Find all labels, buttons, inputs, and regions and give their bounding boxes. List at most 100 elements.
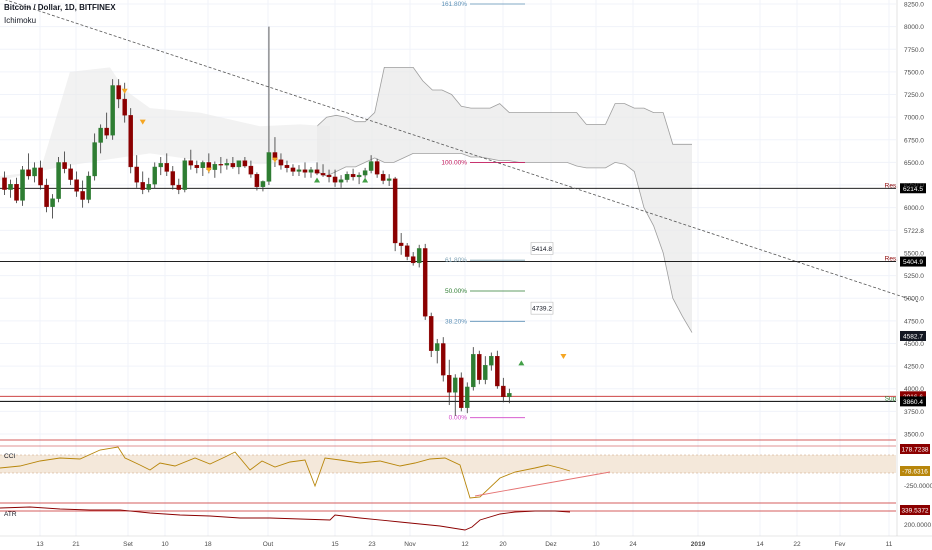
fib-label: 100.00% bbox=[441, 159, 467, 166]
candle-body bbox=[434, 343, 440, 351]
atr-last-tag bbox=[900, 505, 930, 515]
candle-body bbox=[362, 170, 368, 176]
candle-body bbox=[176, 184, 182, 190]
candle-body bbox=[284, 164, 290, 169]
candle-body bbox=[104, 127, 109, 136]
price-tick-label: 8000.0 bbox=[904, 24, 924, 31]
price-tick-label: 6250.0 bbox=[904, 183, 924, 190]
time-tick-label: Out bbox=[263, 541, 274, 548]
price-tick-label: 5500.0 bbox=[904, 250, 924, 257]
candle-body bbox=[356, 174, 362, 178]
candle-body bbox=[32, 167, 37, 177]
candle-body bbox=[8, 183, 13, 190]
candle-body bbox=[416, 248, 422, 264]
candle-body bbox=[374, 161, 380, 175]
candle-body bbox=[128, 115, 133, 168]
level-price-tag bbox=[900, 391, 926, 402]
sell-signal-marker bbox=[205, 167, 212, 173]
callout-text: 5414.8 bbox=[532, 246, 552, 253]
price-callouts: 5414.8 4739.2 bbox=[530, 242, 554, 315]
level-price-label: 5404.9 bbox=[903, 259, 923, 266]
candle-body bbox=[158, 163, 164, 168]
candle-body bbox=[14, 183, 19, 201]
buy-signal-marker bbox=[518, 360, 525, 366]
cloud-price-label: 4582.7 bbox=[903, 333, 923, 340]
cci-last-label: -78.6316 bbox=[902, 469, 928, 476]
candle-body bbox=[326, 174, 332, 178]
candle-body bbox=[188, 160, 194, 166]
price-tick-label: 4750.0 bbox=[904, 318, 924, 325]
cci-last-tag bbox=[900, 466, 930, 476]
time-tick-label: 14 bbox=[756, 541, 764, 548]
time-tick-label: 10 bbox=[592, 541, 600, 548]
candle-body bbox=[260, 181, 266, 188]
candle-body bbox=[350, 174, 356, 178]
price-tick-label: 6000.0 bbox=[904, 205, 924, 212]
time-tick-label: Nov bbox=[404, 541, 416, 548]
callout-box bbox=[530, 242, 554, 255]
candle-body bbox=[74, 179, 79, 192]
price-tick-label: 6500.0 bbox=[904, 160, 924, 167]
cci-divergence-line bbox=[474, 471, 611, 497]
indicator-label[interactable]: Ichimoku bbox=[4, 16, 37, 25]
price-tick-label: 4500.0 bbox=[904, 341, 924, 348]
candle-body bbox=[68, 168, 73, 180]
candle-body bbox=[164, 163, 170, 172]
cci-top-label: 178.7238 bbox=[901, 447, 928, 454]
candle-body bbox=[428, 316, 434, 351]
sell-signal-marker bbox=[121, 88, 128, 94]
price-tick-label: 3750.0 bbox=[904, 409, 924, 416]
sell-signal-marker bbox=[271, 157, 278, 163]
candle-body bbox=[501, 385, 506, 398]
fib-label: 61.80% bbox=[445, 257, 467, 264]
candle-body bbox=[278, 159, 284, 166]
atr-line bbox=[0, 506, 571, 531]
candle-body bbox=[80, 191, 85, 200]
candle-body bbox=[344, 174, 350, 180]
signal-markers bbox=[121, 88, 567, 366]
cloud-upper-line bbox=[316, 67, 692, 145]
cci-panel: CCI 178.7238 -78.6316 -250.0000 bbox=[0, 439, 932, 499]
cloud-lower-line bbox=[316, 153, 693, 333]
candle-body bbox=[404, 245, 410, 257]
candle-body bbox=[92, 142, 97, 177]
candle-body bbox=[471, 354, 476, 388]
buy-signal-marker bbox=[314, 177, 321, 183]
candle-body bbox=[314, 169, 320, 174]
candle-body bbox=[218, 164, 224, 166]
buy-signal-marker bbox=[362, 177, 369, 183]
time-axis[interactable]: 13 21 Set 10 18 Out 15 23 Nov 12 20 Dez 10 24 2019 14 22… bbox=[0, 535, 932, 548]
candle-body bbox=[459, 377, 464, 408]
candle-body bbox=[236, 160, 242, 168]
time-tick-label: 11 bbox=[886, 541, 893, 548]
candle-body bbox=[254, 174, 260, 188]
level-price-tag bbox=[900, 396, 926, 407]
candle-body bbox=[386, 178, 392, 181]
time-tick-label: Set bbox=[123, 541, 133, 548]
candle-body bbox=[452, 377, 458, 393]
time-tick-label: 23 bbox=[368, 541, 376, 548]
price-tick-label: 8250.0 bbox=[904, 2, 924, 9]
atr-title: ATR bbox=[4, 511, 17, 518]
time-tick-label: 12 bbox=[461, 541, 469, 548]
time-tick-label: 20 bbox=[499, 541, 507, 548]
candle-body bbox=[182, 160, 188, 190]
price-tick-label: 4250.0 bbox=[904, 364, 924, 371]
trendline[interactable] bbox=[4, 0, 919, 303]
fibonacci-levels[interactable]: 161.80% 100.00% 61.80% 50.00% 38.20% 0.00% bbox=[441, 1, 525, 422]
sell-signal-marker bbox=[560, 354, 567, 360]
fib-label: 50.00% bbox=[445, 288, 467, 295]
level-price-tag bbox=[900, 256, 926, 267]
candle-body bbox=[230, 163, 236, 168]
price-axis[interactable]: 8250.0 8000.0 7750.0 7500.0 7250.0 7000.0 6750… bbox=[896, 0, 924, 536]
candle-body bbox=[422, 248, 428, 317]
candle-body bbox=[446, 375, 452, 393]
candle-body bbox=[242, 160, 248, 167]
sell-signal-marker bbox=[139, 119, 146, 125]
horizontal-levels[interactable]: Res.6214.5Res.5404.93916.6Sup.3860.44582… bbox=[0, 182, 926, 407]
candle-body bbox=[212, 164, 218, 170]
atr-panel: ATR 339.5372 200.0000 bbox=[0, 502, 931, 531]
candle-body bbox=[62, 162, 67, 169]
symbol-title[interactable]: Bitcoin / Dollar, 1D, BITFINEX bbox=[4, 3, 116, 12]
